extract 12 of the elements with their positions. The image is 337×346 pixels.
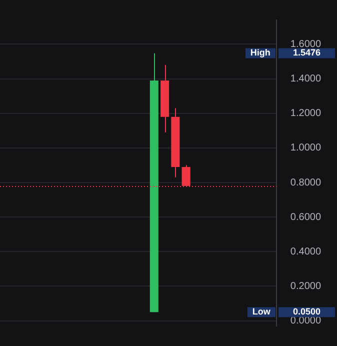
y-tick-label: 1.4000 <box>290 74 322 85</box>
y-tick-label: 0.6000 <box>290 212 322 223</box>
y-tick-label: 1.2000 <box>290 108 322 120</box>
y-tick-label: 0.4000 <box>290 246 322 258</box>
annotation: Low <box>252 306 272 317</box>
y-tick-label: 0.2000 <box>290 280 322 292</box>
y-tick-label: 0.8000 <box>290 177 322 188</box>
text: 0.0500 <box>292 306 320 317</box>
annotation: High <box>250 48 270 58</box>
y-tick-label: 1.0000 <box>290 142 322 154</box>
y-tick-label: 1.6000 <box>290 38 322 50</box>
text: 1.5476 <box>292 48 320 58</box>
